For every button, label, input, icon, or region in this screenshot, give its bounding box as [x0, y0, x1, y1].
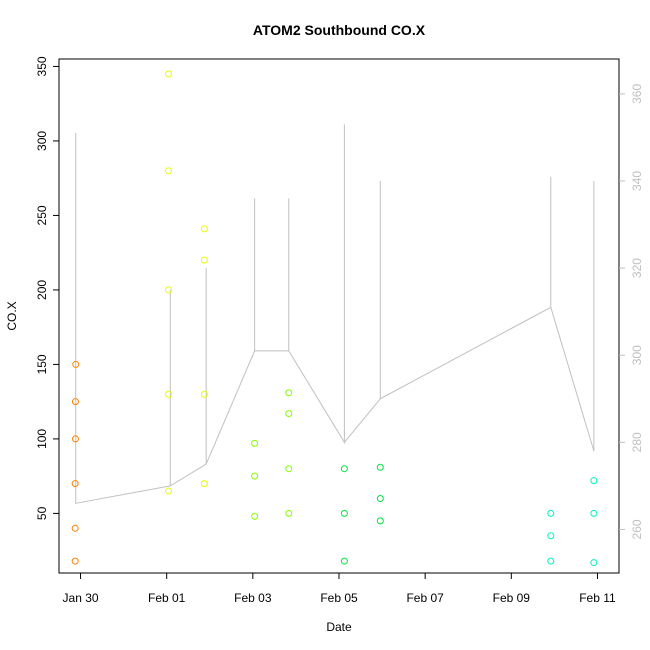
- x-axis-label: Date: [326, 620, 352, 634]
- x-tick-label: Jan 30: [63, 591, 99, 605]
- point-s4-4: [590, 509, 598, 517]
- point-s0-3: [71, 435, 79, 443]
- point-s3-1: [340, 509, 348, 517]
- y-tick-label: 200: [35, 280, 49, 300]
- point-s2-4: [285, 465, 293, 473]
- point-s2-2: [251, 439, 259, 447]
- point-s1-5: [200, 480, 208, 488]
- point-s1-7: [200, 256, 208, 264]
- y-tick-label: 150: [35, 354, 49, 374]
- y2-tick-label: 260: [630, 519, 644, 539]
- y-tick-label: 100: [35, 429, 49, 449]
- point-s3-3: [376, 517, 384, 525]
- co2-line: [75, 124, 595, 504]
- y2-tick-label: 360: [630, 84, 644, 104]
- y-axis: 50 100 150 200 250 300 350: [35, 56, 59, 520]
- point-s2-5: [285, 410, 293, 418]
- point-s4-0: [547, 557, 555, 565]
- point-s3-2: [340, 465, 348, 473]
- point-s3-0: [340, 557, 348, 565]
- y-tick-label: 250: [35, 205, 49, 225]
- y2-tick-label: 280: [630, 432, 644, 452]
- y2-tick-label: 320: [630, 258, 644, 278]
- chart-title: ATOM2 Southbound CO.X: [253, 22, 426, 38]
- x-tick-label: Feb 05: [320, 591, 358, 605]
- point-s1-6: [200, 390, 208, 398]
- point-s2-3: [285, 509, 293, 517]
- point-s2-0: [251, 512, 259, 520]
- x-tick-label: Feb 11: [579, 591, 616, 605]
- x-tick-label: Feb 01: [148, 591, 186, 605]
- x-tick-label: Feb 03: [234, 591, 272, 605]
- point-s4-5: [590, 477, 598, 485]
- point-s3-4: [376, 495, 384, 503]
- point-s1-3: [164, 167, 172, 175]
- x-tick-label: Feb 07: [406, 591, 444, 605]
- point-s1-8: [200, 225, 208, 233]
- point-s3-5: [376, 463, 384, 471]
- point-s4-3: [590, 559, 598, 567]
- y2-tick-label: 300: [630, 345, 644, 365]
- y2-tick-label: 340: [630, 171, 644, 191]
- point-s1-2: [164, 286, 172, 294]
- plot-layer: [71, 70, 598, 567]
- point-s2-1: [251, 472, 259, 480]
- point-s4-1: [547, 532, 555, 540]
- point-s1-4: [164, 70, 172, 78]
- point-s0-1: [71, 524, 79, 532]
- point-s1-1: [164, 390, 172, 398]
- x-axis: Jan 30 Feb 01 Feb 03 Feb 05 Feb 07 Feb 09 Feb …: [63, 573, 616, 605]
- point-s0-2: [71, 480, 79, 488]
- point-s0-5: [72, 360, 80, 368]
- y-tick-label: 300: [35, 131, 49, 151]
- y-axis-label: CO.X: [5, 301, 19, 330]
- point-s4-2: [547, 509, 555, 517]
- y2-axis: 260 280 300 320 340 360: [619, 84, 644, 539]
- y-tick-label: 50: [35, 506, 49, 520]
- x-tick-label: Feb 09: [493, 591, 531, 605]
- point-s0-4: [71, 398, 79, 406]
- point-s1-0: [164, 487, 172, 495]
- point-s0-0: [71, 557, 79, 565]
- y-tick-label: 350: [35, 56, 49, 76]
- point-s2-6: [285, 389, 293, 397]
